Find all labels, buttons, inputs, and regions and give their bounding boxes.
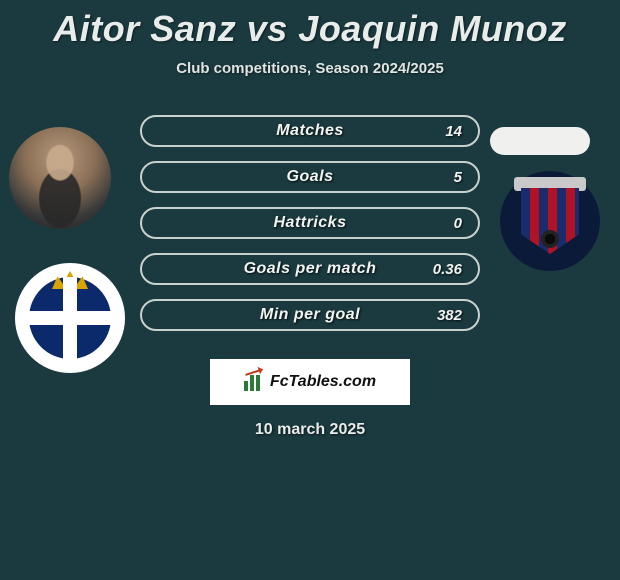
stat-bar: Goals 5 — [140, 161, 480, 193]
fctables-badge[interactable]: FcTables.com — [210, 359, 410, 405]
fctables-label: FcTables.com — [270, 373, 376, 391]
club-left-badge-inner: C T D — [29, 277, 111, 359]
ball-icon — [541, 230, 559, 248]
stat-label: Goals per match — [244, 260, 377, 278]
player-left-avatar — [9, 127, 111, 229]
bar-chart-icon — [244, 373, 266, 391]
club-left-badge: C T D — [15, 263, 125, 373]
stat-value: 0 — [454, 215, 462, 232]
stat-value: 382 — [437, 307, 462, 324]
stat-bar: Min per goal 382 — [140, 299, 480, 331]
stat-label: Goals — [287, 168, 334, 186]
comparison-content: C T D Matches 14 Goals 5 Hattricks 0 Goa… — [0, 115, 620, 439]
badge-letter-t: T — [67, 329, 74, 341]
stat-label: Min per goal — [260, 306, 360, 324]
stat-value: 14 — [445, 123, 462, 140]
stat-label: Hattricks — [274, 214, 347, 232]
stat-bars: Matches 14 Goals 5 Hattricks 0 Goals per… — [140, 115, 480, 331]
page-title: Aitor Sanz vs Joaquin Munoz — [0, 0, 620, 50]
date-label: 10 march 2025 — [0, 421, 620, 439]
stat-bar: Hattricks 0 — [140, 207, 480, 239]
badge-letter-d: D — [99, 312, 107, 324]
stat-value: 0.36 — [433, 261, 462, 278]
subtitle: Club competitions, Season 2024/2025 — [0, 60, 620, 77]
badge-letter-c: C — [33, 312, 41, 324]
arrow-up-icon — [245, 368, 265, 381]
stat-bar: Matches 14 — [140, 115, 480, 147]
club-right-badge — [500, 171, 600, 271]
stat-label: Matches — [276, 122, 344, 140]
player-right-avatar — [490, 127, 590, 155]
stat-value: 5 — [454, 169, 462, 186]
shield-icon — [521, 188, 579, 254]
stat-bar: Goals per match 0.36 — [140, 253, 480, 285]
